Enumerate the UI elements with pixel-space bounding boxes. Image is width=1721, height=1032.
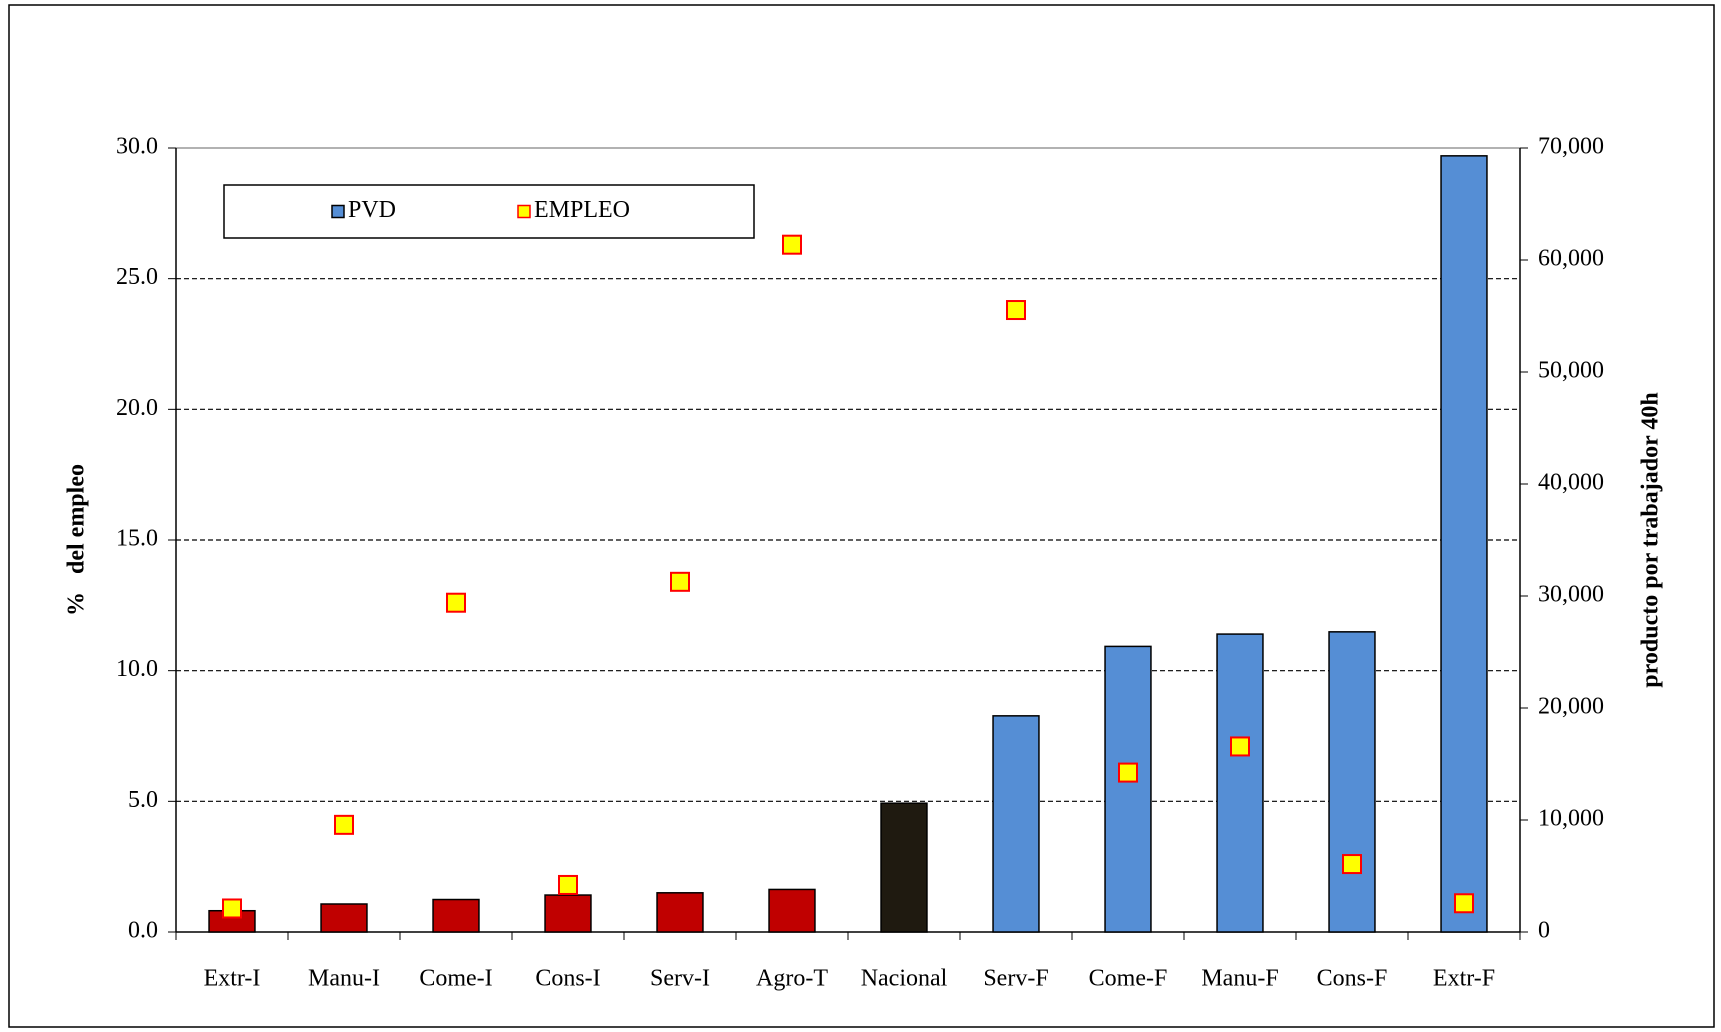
- x-tick-label: Nacional: [861, 966, 948, 992]
- point: [670, 571, 690, 592]
- y2-axis-label: producto por trabajador 40h: [1638, 392, 1664, 687]
- bar: [656, 892, 704, 933]
- y2-tick-label: 60,000: [1538, 246, 1604, 272]
- legend-label: PVD: [348, 197, 396, 223]
- y-tick-label: 5.0: [128, 787, 158, 813]
- y2-tick-label: 40,000: [1538, 470, 1604, 496]
- bar: [1104, 645, 1152, 933]
- point: [782, 234, 802, 255]
- bar: [992, 715, 1040, 933]
- x-tick-label: Cons-F: [1317, 966, 1388, 992]
- y2-tick-label: 70,000: [1538, 134, 1604, 160]
- x-tick-label: Serv-I: [650, 966, 710, 992]
- y2-tick-label: 0: [1538, 918, 1550, 944]
- y-tick-label: 10.0: [116, 656, 158, 682]
- point: [558, 874, 578, 895]
- bar: [320, 903, 368, 933]
- x-tick-label: Extr-F: [1433, 966, 1495, 992]
- bar: [1328, 631, 1376, 933]
- point: [334, 814, 354, 835]
- legend-label: EMPLEO: [534, 197, 630, 223]
- y2-tick-label: 10,000: [1538, 806, 1604, 832]
- point: [1454, 893, 1474, 914]
- y-tick-label: 30.0: [116, 134, 158, 160]
- bar: [880, 802, 928, 933]
- bar: [544, 894, 592, 933]
- x-tick-label: Come-I: [419, 966, 492, 992]
- y-axis-label: % del empleo: [64, 464, 90, 616]
- legend-swatch: [517, 204, 531, 219]
- point: [1230, 736, 1250, 757]
- bar: [432, 898, 480, 933]
- y-tick-label: 20.0: [116, 395, 158, 421]
- x-tick-label: Extr-I: [204, 966, 261, 992]
- y2-tick-label: 20,000: [1538, 694, 1604, 720]
- x-tick-label: Come-F: [1089, 966, 1168, 992]
- bar: [1440, 155, 1488, 933]
- chart-border: [8, 4, 1715, 1028]
- x-tick-label: Manu-I: [308, 966, 380, 992]
- y-tick-label: 0.0: [128, 918, 158, 944]
- bar: [1216, 633, 1264, 933]
- y2-tick-label: 30,000: [1538, 582, 1604, 608]
- x-tick-label: Cons-I: [535, 966, 600, 992]
- point: [1342, 854, 1362, 875]
- y-tick-label: 25.0: [116, 264, 158, 290]
- point: [1118, 762, 1138, 783]
- legend-box: [223, 184, 755, 239]
- bar: [768, 888, 816, 933]
- y2-tick-label: 50,000: [1538, 358, 1604, 384]
- point: [1006, 300, 1026, 321]
- x-tick-label: Agro-T: [756, 966, 828, 992]
- point: [446, 592, 466, 613]
- x-tick-label: Serv-F: [983, 966, 1048, 992]
- legend-swatch: [331, 204, 345, 219]
- y-tick-label: 15.0: [116, 526, 158, 552]
- x-tick-label: Manu-F: [1201, 966, 1278, 992]
- point: [222, 898, 242, 919]
